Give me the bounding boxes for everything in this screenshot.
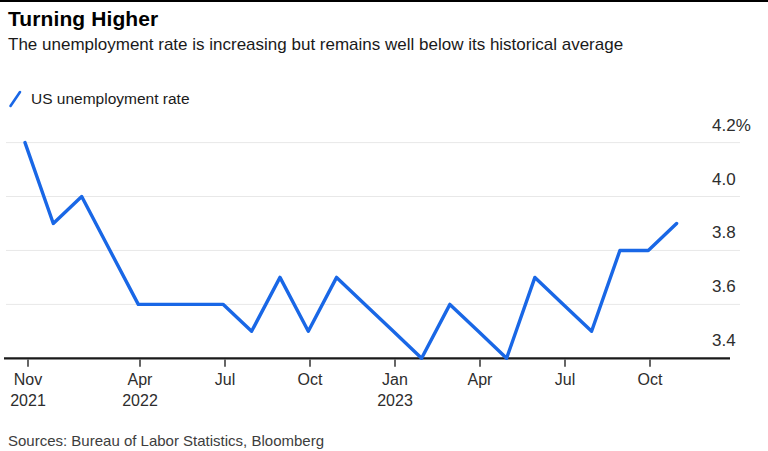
x-axis-label: Nov2021 [0, 369, 73, 411]
y-axis-label: 3.4 [712, 331, 736, 351]
x-axis-label: Apr2022 [95, 369, 185, 411]
y-axis-label: 4.0 [712, 170, 736, 190]
x-axis-label: Jul [520, 369, 610, 390]
y-axis-label: 4.2% [712, 116, 751, 136]
bloomberg-chart-card: Turning Higher The unemployment rate is … [0, 0, 768, 451]
x-axis-label-year: 2022 [95, 390, 185, 411]
y-axis-label: 3.8 [712, 223, 736, 243]
x-axis-label-month: Apr [435, 369, 525, 390]
source-note: Sources: Bureau of Labor Statistics, Blo… [8, 432, 324, 449]
x-axis-label: Apr [435, 369, 525, 390]
y-axis-label: 3.6 [712, 277, 736, 297]
x-axis-label: Jan2023 [350, 369, 440, 411]
x-axis-label-month: Jul [180, 369, 270, 390]
x-axis-label-month: Apr [95, 369, 185, 390]
x-axis-label: Jul [180, 369, 270, 390]
x-axis-label-month: Jul [520, 369, 610, 390]
x-axis-label-month: Nov [0, 369, 73, 390]
x-axis-label-year: 2021 [0, 390, 73, 411]
x-axis-label-month: Oct [605, 369, 695, 390]
x-axis-label-month: Oct [265, 369, 355, 390]
x-axis-label: Oct [605, 369, 695, 390]
x-axis-label-year: 2023 [350, 390, 440, 411]
x-axis-label-month: Jan [350, 369, 440, 390]
x-axis-label: Oct [265, 369, 355, 390]
